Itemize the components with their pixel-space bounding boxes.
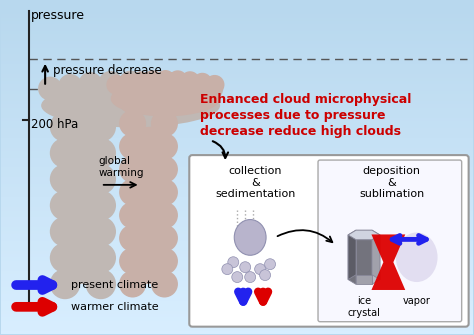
- Circle shape: [159, 72, 183, 96]
- Circle shape: [131, 71, 151, 91]
- Circle shape: [118, 73, 138, 92]
- Circle shape: [50, 216, 80, 247]
- FancyBboxPatch shape: [318, 160, 462, 322]
- Circle shape: [168, 70, 188, 90]
- Text: Enhanced cloud microphysical
processes due to pressure
decrease reduce high clou: Enhanced cloud microphysical processes d…: [200, 92, 411, 138]
- Circle shape: [119, 179, 146, 206]
- Circle shape: [205, 75, 225, 94]
- Circle shape: [86, 164, 116, 194]
- Circle shape: [199, 77, 223, 100]
- Circle shape: [50, 112, 80, 142]
- Ellipse shape: [41, 84, 220, 127]
- Ellipse shape: [396, 232, 438, 282]
- Polygon shape: [348, 230, 356, 280]
- Text: present climate: present climate: [71, 280, 158, 290]
- Text: pressure decrease: pressure decrease: [53, 64, 162, 77]
- Circle shape: [151, 248, 178, 275]
- Circle shape: [180, 71, 200, 91]
- Circle shape: [119, 133, 146, 160]
- Circle shape: [106, 75, 126, 94]
- Polygon shape: [348, 230, 380, 240]
- Circle shape: [143, 70, 163, 90]
- Text: global
warming: global warming: [99, 156, 144, 178]
- Circle shape: [50, 190, 80, 220]
- FancyBboxPatch shape: [189, 155, 469, 327]
- Circle shape: [86, 190, 116, 220]
- FancyBboxPatch shape: [133, 100, 164, 284]
- Circle shape: [86, 243, 116, 273]
- Circle shape: [119, 248, 146, 275]
- Text: collection
&
sedimentation: collection & sedimentation: [215, 166, 295, 199]
- Circle shape: [192, 73, 212, 92]
- Circle shape: [151, 87, 178, 114]
- FancyBboxPatch shape: [65, 100, 101, 284]
- Circle shape: [151, 133, 178, 160]
- Circle shape: [245, 272, 255, 282]
- Circle shape: [99, 71, 122, 95]
- Circle shape: [264, 259, 275, 270]
- Circle shape: [228, 257, 239, 268]
- Polygon shape: [372, 235, 380, 284]
- Polygon shape: [348, 235, 356, 284]
- Circle shape: [222, 264, 233, 275]
- Circle shape: [179, 74, 203, 98]
- Polygon shape: [356, 240, 372, 284]
- Circle shape: [78, 72, 102, 96]
- Circle shape: [86, 85, 116, 116]
- Circle shape: [86, 138, 116, 168]
- Polygon shape: [372, 234, 405, 290]
- Circle shape: [260, 270, 271, 280]
- Circle shape: [50, 243, 80, 273]
- Circle shape: [119, 110, 146, 137]
- Text: ice
crystal: ice crystal: [347, 296, 381, 318]
- Text: vapor: vapor: [403, 296, 430, 306]
- Circle shape: [50, 85, 80, 116]
- Circle shape: [119, 87, 146, 114]
- Circle shape: [50, 269, 80, 299]
- Circle shape: [50, 138, 80, 168]
- Polygon shape: [372, 230, 380, 280]
- Circle shape: [86, 112, 116, 142]
- Ellipse shape: [111, 81, 220, 117]
- Circle shape: [86, 216, 116, 247]
- Circle shape: [86, 269, 116, 299]
- Circle shape: [119, 202, 146, 229]
- Circle shape: [155, 70, 175, 90]
- Circle shape: [151, 271, 178, 297]
- Circle shape: [151, 156, 178, 183]
- Circle shape: [151, 179, 178, 206]
- Circle shape: [151, 225, 178, 252]
- Text: pressure: pressure: [31, 9, 85, 22]
- Circle shape: [38, 77, 62, 100]
- Circle shape: [118, 71, 143, 94]
- Circle shape: [119, 271, 146, 297]
- Circle shape: [232, 272, 243, 282]
- Circle shape: [240, 262, 251, 273]
- Circle shape: [255, 264, 265, 275]
- Circle shape: [119, 225, 146, 252]
- Polygon shape: [356, 230, 372, 275]
- Circle shape: [119, 156, 146, 183]
- Circle shape: [139, 71, 163, 95]
- Text: warmer climate: warmer climate: [71, 302, 159, 312]
- Circle shape: [58, 74, 82, 98]
- Circle shape: [151, 202, 178, 229]
- Circle shape: [151, 110, 178, 137]
- Text: deposition
&
sublimation: deposition & sublimation: [359, 166, 424, 199]
- Ellipse shape: [234, 219, 266, 255]
- Circle shape: [50, 164, 80, 194]
- Text: 200 hPa: 200 hPa: [31, 118, 79, 131]
